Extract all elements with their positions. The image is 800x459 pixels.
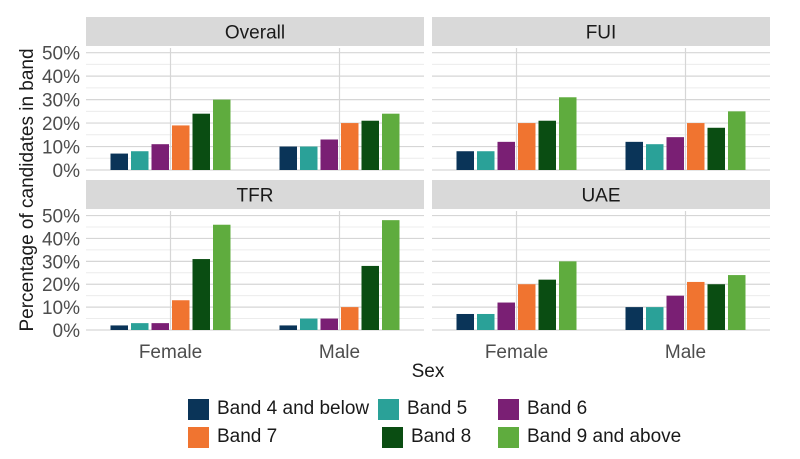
bar-tfr-female-band-7 <box>172 300 190 330</box>
bar-overall-female-band-6 <box>151 144 169 170</box>
bar-tfr-female-band-5 <box>131 323 149 330</box>
panel-title-uae: UAE <box>581 186 620 207</box>
bar-uae-male-band-7 <box>687 281 705 330</box>
bar-overall-female-band-7 <box>172 125 190 170</box>
legend-swatch <box>382 426 403 448</box>
bar-uae-male-band-4-and-below <box>625 307 643 330</box>
y-tick-label: 50% <box>42 44 80 65</box>
bar-tfr-male-band-8 <box>361 265 379 330</box>
bar-uae-female-band-4-and-below <box>456 313 474 330</box>
bar-tfr-female-band-9-and-above <box>213 224 231 330</box>
bar-uae-female-band-6 <box>497 302 515 330</box>
legend: Band 4 and below Band 5 Band 6 Band 7 Ba… <box>188 398 688 448</box>
bar-tfr-male-band-4-and-below <box>279 325 297 330</box>
legend-item-band-9-and-above: Band 9 and above <box>498 426 681 448</box>
x-axis-title: Sex <box>412 361 445 382</box>
y-tick-label: 10% <box>42 298 80 319</box>
legend-label: Band 5 <box>407 398 468 419</box>
bar-uae-male-band-5 <box>646 307 664 330</box>
x-tick-label: Female <box>485 342 548 363</box>
legend-item-band-6: Band 6 <box>498 398 668 420</box>
legend-item-band-7: Band 7 <box>188 426 378 448</box>
legend-label: Band 8 <box>411 426 472 447</box>
panel-strip-overall <box>86 17 424 46</box>
bar-overall-male-band-9-and-above <box>382 113 400 170</box>
bar-uae-male-band-6 <box>666 295 684 330</box>
legend-label: Band 6 <box>527 398 588 419</box>
bar-uae-male-band-8 <box>707 284 725 330</box>
panel-strip-tfr <box>86 180 424 209</box>
bar-tfr-female-band-6 <box>151 323 169 330</box>
bar-fui-male-band-9-and-above <box>728 111 746 170</box>
bar-overall-female-band-4-and-below <box>110 153 128 170</box>
bar-fui-female-band-4-and-below <box>456 151 474 170</box>
y-tick-label: 20% <box>42 275 80 296</box>
bar-uae-female-band-5 <box>477 313 495 330</box>
bar-overall-male-band-7 <box>341 123 359 170</box>
y-tick-label: 0% <box>53 161 81 182</box>
bar-fui-male-band-7 <box>687 123 705 170</box>
bar-tfr-female-band-4-and-below <box>110 325 128 330</box>
bar-fui-female-band-9-and-above <box>559 97 577 170</box>
bar-tfr-male-band-5 <box>300 318 318 330</box>
bar-uae-male-band-9-and-above <box>728 275 746 330</box>
bar-overall-male-band-6 <box>320 139 338 170</box>
x-tick-label: Male <box>319 342 360 363</box>
legend-swatch <box>498 398 519 420</box>
legend-label: Band 4 and below <box>217 398 370 419</box>
y-axis-title: Percentage of candidates in band <box>17 48 38 331</box>
y-tick-label: 20% <box>42 114 80 135</box>
legend-swatch <box>188 398 209 420</box>
bar-tfr-male-band-7 <box>341 307 359 330</box>
bar-fui-male-band-8 <box>707 127 725 170</box>
bar-overall-male-band-5 <box>300 146 318 170</box>
bar-fui-male-band-4-and-below <box>625 141 643 170</box>
y-tick-label: 30% <box>42 252 80 273</box>
y-tick-label: 40% <box>42 67 80 88</box>
bar-uae-female-band-7 <box>518 284 536 330</box>
panel-title-overall: Overall <box>225 23 285 44</box>
bar-uae-female-band-8 <box>538 279 556 330</box>
bar-uae-female-band-9-and-above <box>559 261 577 330</box>
y-tick-label: 40% <box>42 229 80 250</box>
bar-overall-female-band-9-and-above <box>213 99 231 170</box>
bar-fui-female-band-6 <box>497 141 515 170</box>
y-tick-label: 50% <box>42 207 80 228</box>
y-tick-label: 10% <box>42 138 80 159</box>
legend-label: Band 7 <box>217 426 278 447</box>
y-tick-label: 0% <box>53 321 81 342</box>
bar-fui-female-band-8 <box>538 120 556 170</box>
bar-overall-female-band-8 <box>192 113 210 170</box>
x-tick-label: Female <box>139 342 202 363</box>
panel-strip-uae <box>432 180 770 209</box>
panel-title-tfr: TFR <box>237 186 274 207</box>
legend-item-band-4-and-below: Band 4 and below <box>188 398 378 420</box>
bar-fui-female-band-5 <box>477 151 495 170</box>
panel-strip-fui <box>432 17 770 46</box>
panel-title-fui: FUI <box>586 23 617 44</box>
x-tick-label: Male <box>665 342 706 363</box>
legend-item-band-5: Band 5 <box>378 398 498 420</box>
bar-overall-male-band-4-and-below <box>279 146 297 170</box>
bar-tfr-female-band-8 <box>192 259 210 330</box>
bar-fui-male-band-5 <box>646 144 664 170</box>
legend-swatch <box>378 398 399 420</box>
legend-swatch <box>498 426 519 448</box>
bar-tfr-male-band-6 <box>320 318 338 330</box>
y-tick-label: 30% <box>42 91 80 112</box>
legend-item-band-8: Band 8 <box>382 426 498 448</box>
bar-fui-male-band-6 <box>666 137 684 170</box>
legend-swatch <box>188 426 209 448</box>
bar-overall-female-band-5 <box>131 151 149 170</box>
bar-tfr-male-band-9-and-above <box>382 220 400 330</box>
bar-fui-female-band-7 <box>518 123 536 170</box>
bar-overall-male-band-8 <box>361 120 379 170</box>
legend-label: Band 9 and above <box>527 426 682 447</box>
